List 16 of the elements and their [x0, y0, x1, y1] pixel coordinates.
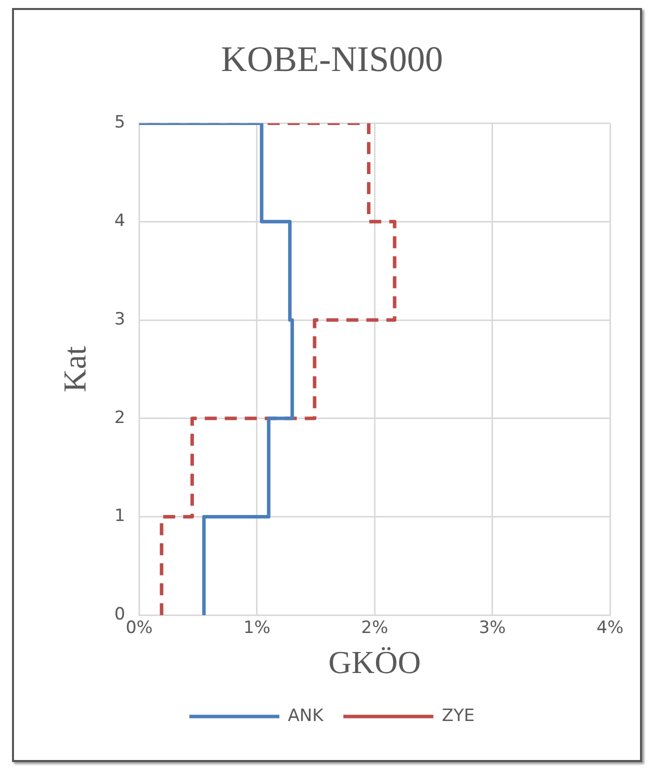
y-axis-title: Kat	[56, 346, 93, 392]
y-tick-label: 1	[114, 506, 126, 526]
x-tick-label: 2%	[361, 618, 388, 638]
y-tick-label: 0	[114, 604, 126, 625]
y-tick-label: 4	[114, 211, 126, 232]
x-axis-title: GKÖO	[328, 644, 421, 680]
text: ZYE	[442, 706, 475, 726]
y-tick-label: 3	[114, 309, 126, 330]
x-tick-label: 4%	[596, 618, 624, 638]
text: ANK	[288, 706, 324, 726]
x-tick-label: 0%	[126, 618, 153, 638]
x-tick-label: 1%	[243, 618, 270, 638]
chart-title: KOBE-NIS000	[221, 39, 443, 80]
x-tick-label: 3%	[478, 618, 506, 638]
y-tick-label: 2	[114, 408, 126, 428]
y-tick-label: 5	[114, 112, 126, 133]
